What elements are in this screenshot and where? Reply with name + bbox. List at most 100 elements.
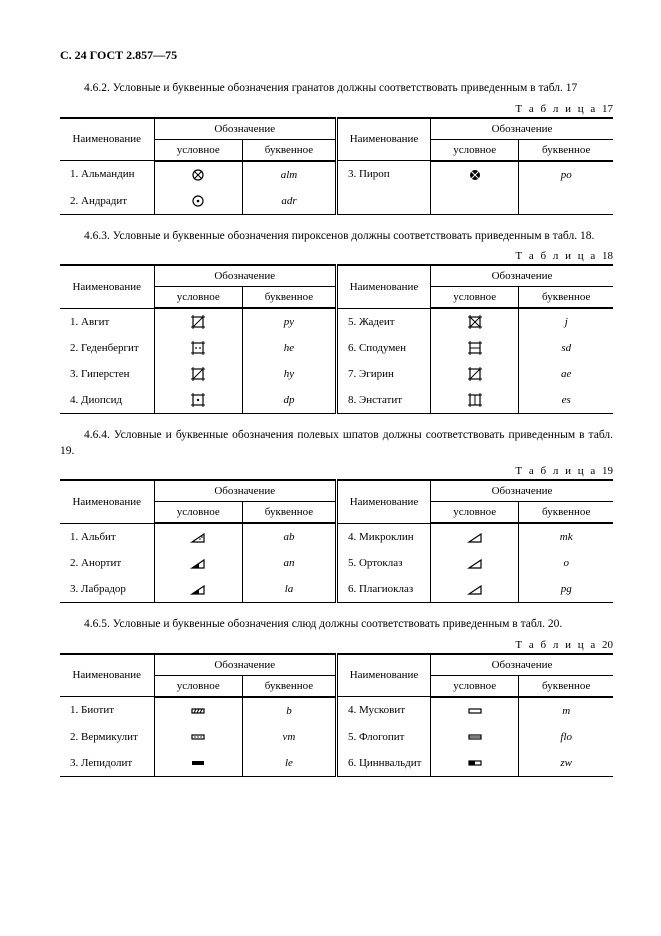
hdr-group: Обозначение — [154, 265, 336, 287]
row-name: 5. Жадеит — [336, 308, 430, 335]
hdr-name: Наименование — [60, 118, 154, 161]
row-name: 7. Эгирин — [336, 361, 430, 387]
hdr-letter: буквенное — [242, 287, 336, 309]
hdr-name: Наименование — [60, 265, 154, 308]
gost-table: Наименование Обозначение Наименование Об… — [60, 653, 613, 777]
row-symbol — [154, 308, 242, 335]
gost-table: Наименование Обозначение Наименование Об… — [60, 264, 613, 414]
row-symbol — [430, 387, 518, 414]
hdr-name: Наименование — [336, 265, 430, 308]
row-symbol — [430, 161, 518, 188]
row-name: 2. Андрадит — [60, 188, 154, 215]
hdr-cond: условное — [430, 287, 518, 309]
hdr-letter: буквенное — [519, 139, 613, 161]
row-name: 8. Энстатит — [336, 387, 430, 414]
hdr-group: Обозначение — [154, 480, 336, 502]
row-letter: la — [242, 576, 336, 603]
section-para: 4.6.5. Условные и буквенные обозначения … — [60, 617, 613, 633]
table-label: Т а б л и ц а 18 — [60, 250, 613, 262]
row-symbol — [154, 387, 242, 414]
hdr-letter: буквенное — [242, 139, 336, 161]
row-letter: he — [242, 335, 336, 361]
hdr-cond: условное — [430, 675, 518, 697]
row-symbol — [430, 308, 518, 335]
table-label: Т а б л и ц а 19 — [60, 465, 613, 477]
row-letter: flo — [519, 724, 613, 750]
gost-table: Наименование Обозначение Наименование Об… — [60, 479, 613, 603]
hdr-letter: буквенное — [242, 502, 336, 524]
row-symbol — [430, 750, 518, 777]
hdr-group: Обозначение — [154, 118, 336, 140]
row-name: 4. Диопсид — [60, 387, 154, 414]
sections-container: 4.6.2. Условные и буквенные обозначения … — [60, 81, 613, 777]
row-letter: ab — [242, 523, 336, 550]
hdr-letter: буквенное — [519, 675, 613, 697]
table-label: Т а б л и ц а 20 — [60, 639, 613, 651]
hdr-name: Наименование — [336, 654, 430, 697]
row-symbol — [154, 523, 242, 550]
row-letter: adr — [242, 188, 336, 215]
page: С. 24 ГОСТ 2.857—75 4.6.2. Условные и бу… — [0, 0, 661, 936]
row-name: 3. Пироп — [336, 161, 430, 188]
hdr-letter: буквенное — [242, 675, 336, 697]
hdr-cond: условное — [154, 287, 242, 309]
row-name: 3. Гиперстен — [60, 361, 154, 387]
row-symbol — [430, 550, 518, 576]
hdr-cond: условное — [154, 675, 242, 697]
hdr-group: Обозначение — [430, 654, 613, 676]
hdr-group: Обозначение — [154, 654, 336, 676]
hdr-cond: условное — [154, 502, 242, 524]
row-name: 1. Авгит — [60, 308, 154, 335]
gost-table: Наименование Обозначение Наименование Об… — [60, 117, 613, 215]
row-symbol — [430, 576, 518, 603]
section-para: 4.6.2. Условные и буквенные обозначения … — [60, 81, 613, 97]
hdr-cond: условное — [154, 139, 242, 161]
page-header: С. 24 ГОСТ 2.857—75 — [60, 48, 613, 63]
row-letter: sd — [519, 335, 613, 361]
row-name: 5. Флогопит — [336, 724, 430, 750]
row-letter: pg — [519, 576, 613, 603]
hdr-letter: буквенное — [519, 502, 613, 524]
row-letter: dp — [242, 387, 336, 414]
row-name: 6. Циннвальдит — [336, 750, 430, 777]
section-para: 4.6.3. Условные и буквенные обозначения … — [60, 229, 613, 245]
row-name: 2. Вермикулит — [60, 724, 154, 750]
row-symbol — [154, 750, 242, 777]
hdr-name: Наименование — [60, 654, 154, 697]
row-name: 6. Сподумен — [336, 335, 430, 361]
row-symbol — [430, 697, 518, 724]
row-symbol — [154, 697, 242, 724]
row-name: 4. Микроклин — [336, 523, 430, 550]
row-name: 4. Мусковит — [336, 697, 430, 724]
row-letter: alm — [242, 161, 336, 188]
row-symbol — [154, 550, 242, 576]
row-name: 1. Альбит — [60, 523, 154, 550]
row-letter: le — [242, 750, 336, 777]
row-symbol — [430, 361, 518, 387]
section-para: 4.6.4. Условные и буквенные обозначения … — [60, 428, 613, 459]
row-name: 3. Лепидолит — [60, 750, 154, 777]
row-letter: b — [242, 697, 336, 724]
row-symbol — [154, 576, 242, 603]
hdr-group: Обозначение — [430, 265, 613, 287]
row-symbol — [154, 724, 242, 750]
hdr-name: Наименование — [336, 480, 430, 523]
hdr-cond: условное — [430, 502, 518, 524]
row-name: 1. Альмандин — [60, 161, 154, 188]
row-letter: mk — [519, 523, 613, 550]
row-letter: po — [519, 161, 613, 188]
row-letter: vm — [242, 724, 336, 750]
row-letter: an — [242, 550, 336, 576]
row-letter: zw — [519, 750, 613, 777]
row-name: 1. Биотит — [60, 697, 154, 724]
hdr-cond: условное — [430, 139, 518, 161]
table-label: Т а б л и ц а 17 — [60, 103, 613, 115]
row-letter: hy — [242, 361, 336, 387]
row-name: 2. Геденбергит — [60, 335, 154, 361]
row-symbol — [430, 724, 518, 750]
row-name: 2. Анортит — [60, 550, 154, 576]
row-letter: es — [519, 387, 613, 414]
row-name: 6. Плагиоклаз — [336, 576, 430, 603]
row-name: 3. Лабрадор — [60, 576, 154, 603]
row-symbol — [154, 361, 242, 387]
